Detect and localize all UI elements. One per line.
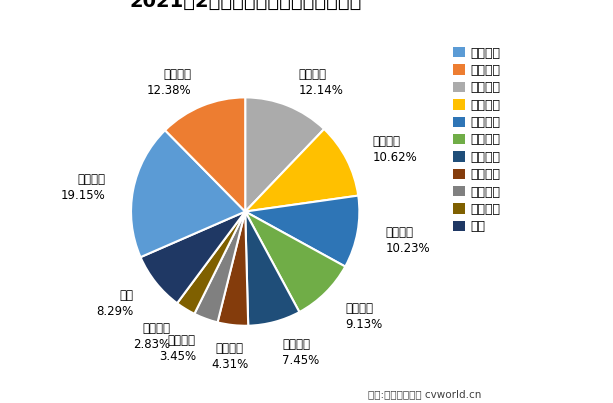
Wedge shape — [194, 212, 245, 322]
Text: 其他: 其他 — [120, 289, 134, 302]
Title: 2021年2月份柴油机市场前十企业份额: 2021年2月份柴油机市场前十企业份额 — [129, 0, 362, 10]
Text: 10.23%: 10.23% — [386, 242, 430, 255]
Wedge shape — [245, 195, 359, 266]
Text: 12.38%: 12.38% — [147, 84, 191, 98]
Text: 10.62%: 10.62% — [372, 151, 417, 164]
Wedge shape — [177, 212, 245, 314]
Text: 玉柴集团: 玉柴集团 — [77, 173, 105, 187]
Wedge shape — [245, 129, 358, 212]
Wedge shape — [245, 98, 324, 212]
Text: 制图:第一商用车网 cvworld.cn: 制图:第一商用车网 cvworld.cn — [368, 389, 481, 399]
Text: 4.31%: 4.31% — [211, 358, 248, 372]
Text: 上汽动力: 上汽动力 — [168, 334, 196, 347]
Text: 3.45%: 3.45% — [159, 351, 196, 364]
Text: 19.15%: 19.15% — [60, 189, 105, 202]
Wedge shape — [131, 130, 245, 257]
Text: 12.14%: 12.14% — [299, 84, 343, 97]
Wedge shape — [218, 212, 248, 326]
Text: 福田汽车: 福田汽车 — [299, 68, 326, 81]
Text: 长城汽车: 长城汽车 — [216, 343, 244, 355]
Text: 东风股份: 东风股份 — [346, 302, 374, 315]
Text: 安徽全柴: 安徽全柴 — [386, 226, 414, 239]
Text: 江铃汽车: 江铃汽车 — [282, 339, 310, 351]
Text: 江淮汽车: 江淮汽车 — [143, 322, 170, 335]
Wedge shape — [140, 212, 245, 303]
Text: 2.83%: 2.83% — [134, 338, 170, 351]
Text: 8.29%: 8.29% — [96, 305, 134, 318]
Text: 一汽解放: 一汽解放 — [372, 135, 400, 148]
Text: 7.45%: 7.45% — [282, 354, 319, 368]
Wedge shape — [165, 98, 245, 212]
Wedge shape — [245, 212, 345, 312]
Legend: 玉柴集团, 云内动力, 福田汽车, 一汽解放, 安徽全柴, 东风股份, 江铃汽车, 长城汽车, 上汽动力, 江淮汽车, 其他: 玉柴集团, 云内动力, 福田汽车, 一汽解放, 安徽全柴, 东风股份, 江铃汽车… — [454, 47, 501, 233]
Text: 9.13%: 9.13% — [346, 318, 383, 331]
Text: 云内动力: 云内动力 — [163, 69, 191, 81]
Wedge shape — [245, 212, 299, 326]
